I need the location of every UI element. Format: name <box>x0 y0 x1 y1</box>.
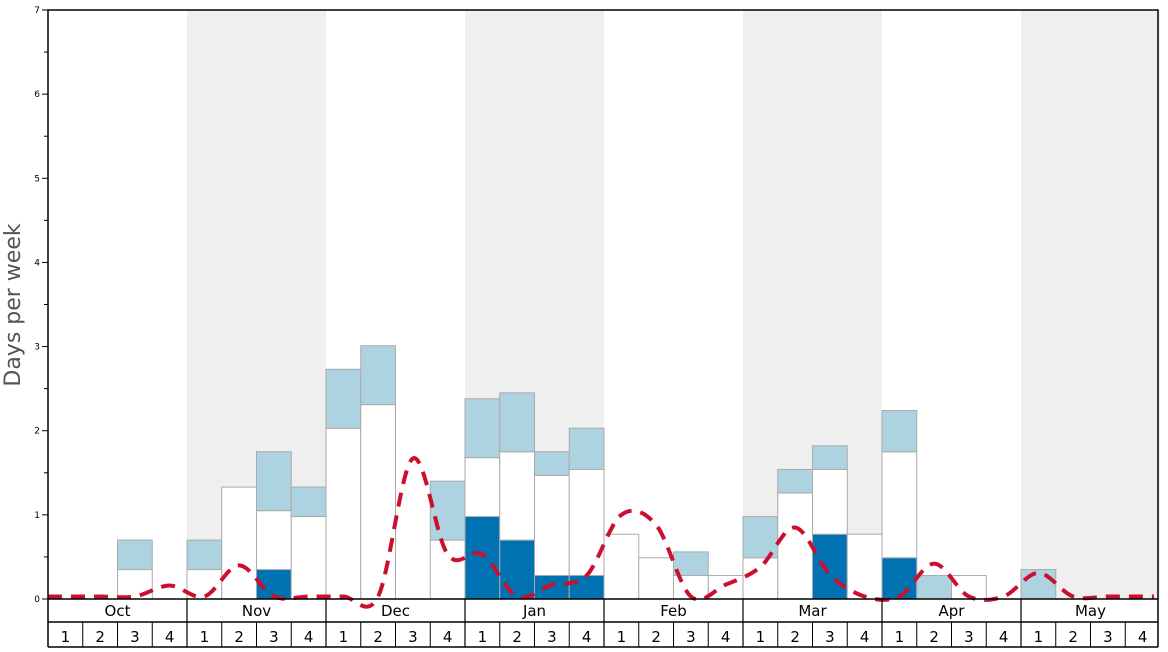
bar-segment-light <box>186 539 223 571</box>
week-label: 4 <box>1138 628 1148 646</box>
bar-segment-light <box>499 392 535 453</box>
week-label: 3 <box>686 628 696 646</box>
week-label: 1 <box>1034 628 1044 646</box>
bar-segment-light <box>916 574 952 600</box>
bar-segment-white <box>777 492 813 600</box>
bar-segment-white <box>638 557 674 600</box>
week-label: 2 <box>790 628 800 646</box>
bar-segment-white <box>568 468 605 576</box>
bar-segment-white <box>290 516 327 600</box>
month-label: Mar <box>798 602 827 620</box>
bar-segment-light <box>464 398 501 459</box>
week-label: 4 <box>304 628 314 646</box>
bar-segment-white <box>534 474 570 576</box>
bar-segment-dark <box>812 533 848 600</box>
month-band-layer <box>187 10 1160 599</box>
bar-segment-light <box>742 516 779 559</box>
bar-segment-light <box>429 480 466 541</box>
bar-segment-light <box>1020 569 1057 600</box>
bar-segment-light <box>360 345 396 406</box>
bar-segment-dark <box>499 539 535 600</box>
y-tick-label: 5 <box>34 174 40 184</box>
month-label: Oct <box>105 602 131 620</box>
week-label: 1 <box>339 628 349 646</box>
bar-segment-light <box>812 445 848 470</box>
bar-segment-light <box>568 427 605 470</box>
bar-segment-light <box>534 451 570 476</box>
week-label: 1 <box>895 628 905 646</box>
bar-segment-white <box>221 486 257 600</box>
bar-segment-white <box>429 539 466 600</box>
bar-segment-white <box>256 510 292 571</box>
y-tick-label: 2 <box>34 427 40 437</box>
bar-segment-white <box>742 557 779 600</box>
x-axis: Oct 1 2 3 4 Nov 1 2 3 4 Dec 1 2 3 4 Jan 1 2 3 4 Feb 1 2 3 4 Mar 1 2… <box>47 599 1159 648</box>
week-label: 1 <box>617 628 627 646</box>
week-label: 3 <box>964 628 974 646</box>
y-tick-label: 6 <box>34 90 40 100</box>
week-label: 2 <box>95 628 105 646</box>
bar-segment-light <box>117 539 153 571</box>
bar-segment-light <box>325 368 362 429</box>
week-label: 4 <box>999 628 1009 646</box>
week-label: 3 <box>825 628 835 646</box>
bar-segment-dark <box>568 574 605 600</box>
bar-segment-dark <box>534 574 570 600</box>
bar-segment-white <box>464 457 501 518</box>
month-label: Feb <box>660 602 687 620</box>
y-axis: 0 1 2 3 4 5 6 7 <box>34 6 48 605</box>
week-label: 2 <box>512 628 522 646</box>
bar-segment-light <box>881 410 918 453</box>
month-label: Dec <box>381 602 410 620</box>
week-label: 2 <box>651 628 661 646</box>
week-label: 1 <box>756 628 766 646</box>
bar-segment-light <box>673 551 709 576</box>
month-label: Apr <box>939 602 966 620</box>
week-label: 3 <box>408 628 418 646</box>
week-label: 3 <box>130 628 140 646</box>
bar-segment-white <box>812 468 848 535</box>
month-label: Nov <box>242 602 271 620</box>
bar-segment-white <box>499 451 535 541</box>
week-label: 1 <box>61 628 71 646</box>
week-label: 2 <box>234 628 244 646</box>
week-label: 2 <box>1068 628 1078 646</box>
bar-segment-white <box>360 404 396 600</box>
week-label: 3 <box>547 628 557 646</box>
y-tick-label: 1 <box>34 511 40 521</box>
y-tick-label: 7 <box>34 6 40 16</box>
bar-segment-white <box>603 533 640 600</box>
month-label: May <box>1075 602 1106 620</box>
bar-segment-dark <box>881 557 918 600</box>
week-label: 4 <box>721 628 731 646</box>
week-label: 3 <box>1103 628 1113 646</box>
y-tick-label: 3 <box>34 343 40 353</box>
month-label: Jan <box>522 602 546 620</box>
bar-segment-white <box>325 427 362 600</box>
bar-segment-light <box>256 451 292 512</box>
week-label: 4 <box>860 628 870 646</box>
week-label: 1 <box>478 628 488 646</box>
bar-segment-dark <box>464 516 501 600</box>
y-axis-label: Days per week <box>1 223 26 386</box>
bar-segment-white <box>707 574 744 600</box>
week-label: 3 <box>269 628 279 646</box>
week-label: 4 <box>582 628 592 646</box>
week-label: 2 <box>373 628 383 646</box>
y-tick-label: 0 <box>34 595 40 605</box>
week-label: 2 <box>929 628 939 646</box>
month-band <box>1021 10 1160 599</box>
week-label: 4 <box>165 628 175 646</box>
week-label: 1 <box>200 628 210 646</box>
bar-segment-light <box>777 468 813 494</box>
week-label: 4 <box>443 628 453 646</box>
y-tick-label: 4 <box>34 258 40 268</box>
bar-segment-white <box>846 533 883 600</box>
bar-segment-light <box>290 486 327 518</box>
bar-segment-white <box>881 451 918 559</box>
